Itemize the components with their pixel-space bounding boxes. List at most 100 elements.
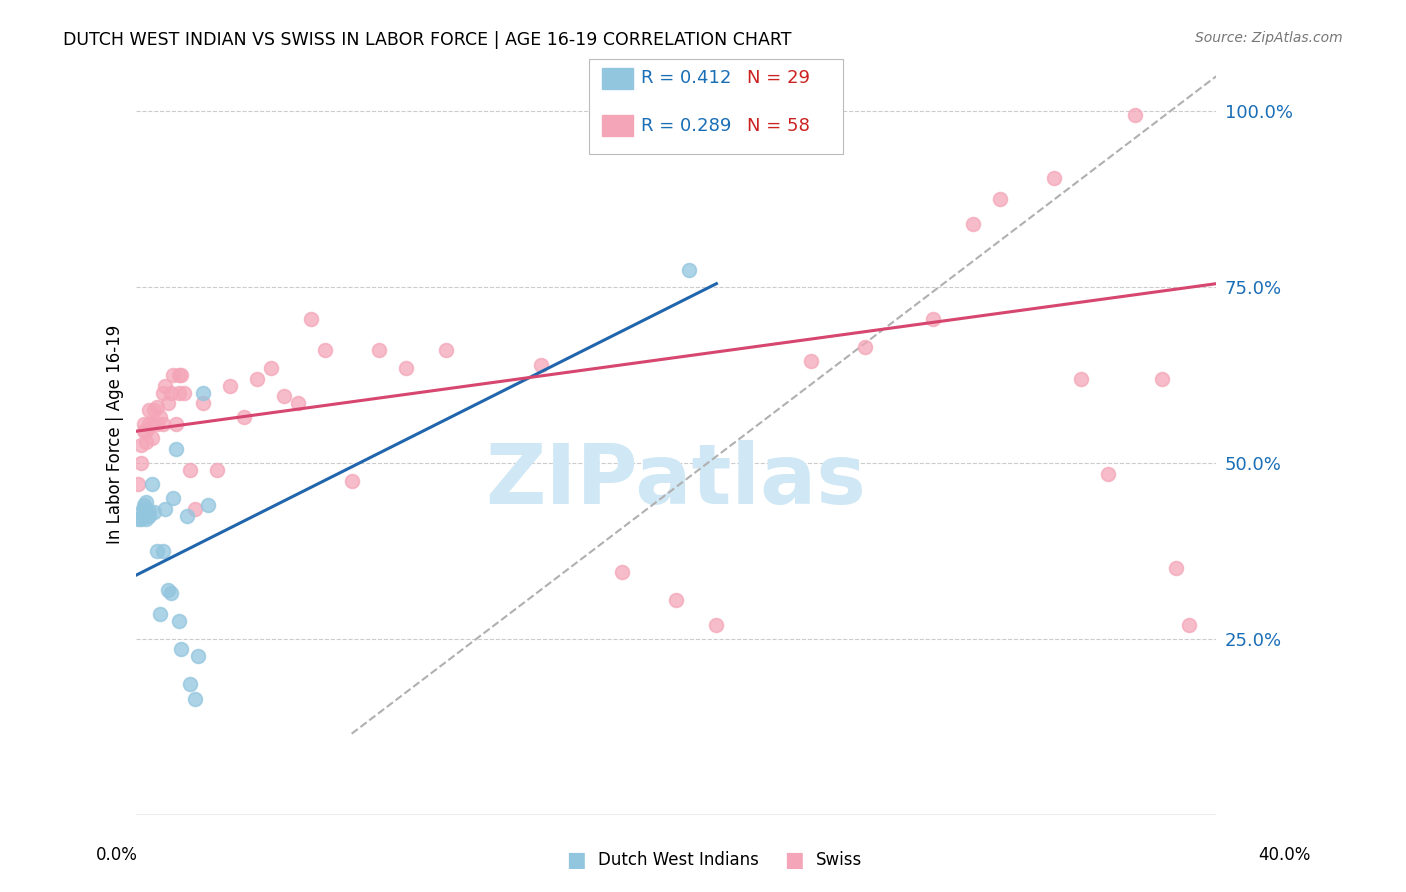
Point	[159, 586, 181, 600]
Point	[129, 512, 152, 526]
Text: N = 29: N = 29	[747, 69, 810, 87]
Point	[706, 108, 728, 122]
Point	[530, 358, 553, 372]
Point	[167, 614, 190, 628]
Point	[129, 456, 152, 470]
Point	[610, 565, 633, 579]
Point	[132, 498, 155, 512]
Point	[138, 403, 160, 417]
Point	[1043, 171, 1066, 186]
Point	[800, 354, 823, 368]
FancyBboxPatch shape	[602, 115, 633, 136]
Point	[173, 385, 195, 400]
Point	[921, 311, 943, 326]
Point	[149, 607, 172, 622]
Text: 0.0%: 0.0%	[96, 846, 138, 863]
Point	[219, 378, 242, 392]
Point	[152, 417, 174, 432]
Point	[170, 642, 193, 657]
Point	[141, 431, 163, 445]
Point	[138, 505, 160, 519]
Point	[127, 512, 149, 526]
Point	[132, 425, 155, 439]
Point	[132, 417, 155, 432]
Point	[138, 508, 160, 523]
Point	[156, 396, 179, 410]
Point	[706, 617, 728, 632]
Text: ■: ■	[567, 850, 586, 870]
Point	[197, 498, 219, 512]
Point	[179, 463, 201, 477]
Point	[129, 438, 152, 452]
Point	[143, 403, 166, 417]
Point	[132, 501, 155, 516]
Point	[135, 494, 157, 508]
Point	[1164, 561, 1187, 575]
Y-axis label: In Labor Force | Age 16-19: In Labor Force | Age 16-19	[107, 326, 124, 544]
Point	[1152, 371, 1174, 385]
Text: DUTCH WEST INDIAN VS SWISS IN LABOR FORCE | AGE 16-19 CORRELATION CHART: DUTCH WEST INDIAN VS SWISS IN LABOR FORC…	[63, 31, 792, 49]
Point	[167, 385, 190, 400]
Point	[156, 582, 179, 597]
Point	[232, 410, 254, 425]
Point	[167, 368, 190, 382]
Text: Dutch West Indians: Dutch West Indians	[598, 851, 758, 869]
Text: R = 0.289: R = 0.289	[641, 117, 731, 135]
Point	[246, 371, 269, 385]
Point	[127, 477, 149, 491]
Point	[152, 544, 174, 558]
Point	[1123, 108, 1146, 122]
Point	[299, 311, 322, 326]
Point	[152, 385, 174, 400]
Point	[340, 474, 363, 488]
Point	[159, 385, 181, 400]
FancyBboxPatch shape	[589, 59, 844, 153]
Point	[1097, 467, 1119, 481]
Point	[191, 385, 214, 400]
Point	[162, 491, 184, 505]
Point	[146, 400, 169, 414]
Text: ZIPatlas: ZIPatlas	[485, 440, 866, 521]
Point	[259, 361, 281, 376]
Point	[1070, 371, 1092, 385]
Point	[287, 396, 309, 410]
Point	[146, 417, 169, 432]
Point	[162, 368, 184, 382]
Point	[273, 389, 295, 403]
Point	[184, 501, 207, 516]
Point	[138, 417, 160, 432]
Point	[179, 677, 201, 691]
Point	[141, 417, 163, 432]
Point	[395, 361, 418, 376]
Text: 40.0%: 40.0%	[1258, 846, 1310, 863]
Point	[434, 343, 457, 358]
Text: N = 58: N = 58	[747, 117, 810, 135]
Point	[678, 262, 700, 277]
FancyBboxPatch shape	[602, 68, 633, 89]
Point	[205, 463, 228, 477]
Point	[184, 691, 207, 706]
Point	[962, 217, 984, 231]
Point	[165, 442, 187, 456]
Text: ■: ■	[785, 850, 804, 870]
Text: Source: ZipAtlas.com: Source: ZipAtlas.com	[1195, 31, 1343, 45]
Point	[143, 505, 166, 519]
Point	[853, 340, 876, 354]
Point	[988, 192, 1011, 206]
Point	[176, 508, 198, 523]
Point	[135, 434, 157, 449]
Point	[155, 378, 177, 392]
Point	[665, 593, 688, 607]
Point	[155, 501, 177, 516]
Point	[149, 410, 172, 425]
Point	[141, 477, 163, 491]
Point	[187, 649, 209, 664]
Point	[165, 417, 187, 432]
Point	[1178, 617, 1201, 632]
Point	[135, 512, 157, 526]
Point	[135, 425, 157, 439]
Text: R = 0.412: R = 0.412	[641, 69, 731, 87]
Point	[129, 505, 152, 519]
Point	[191, 396, 214, 410]
Point	[314, 343, 336, 358]
